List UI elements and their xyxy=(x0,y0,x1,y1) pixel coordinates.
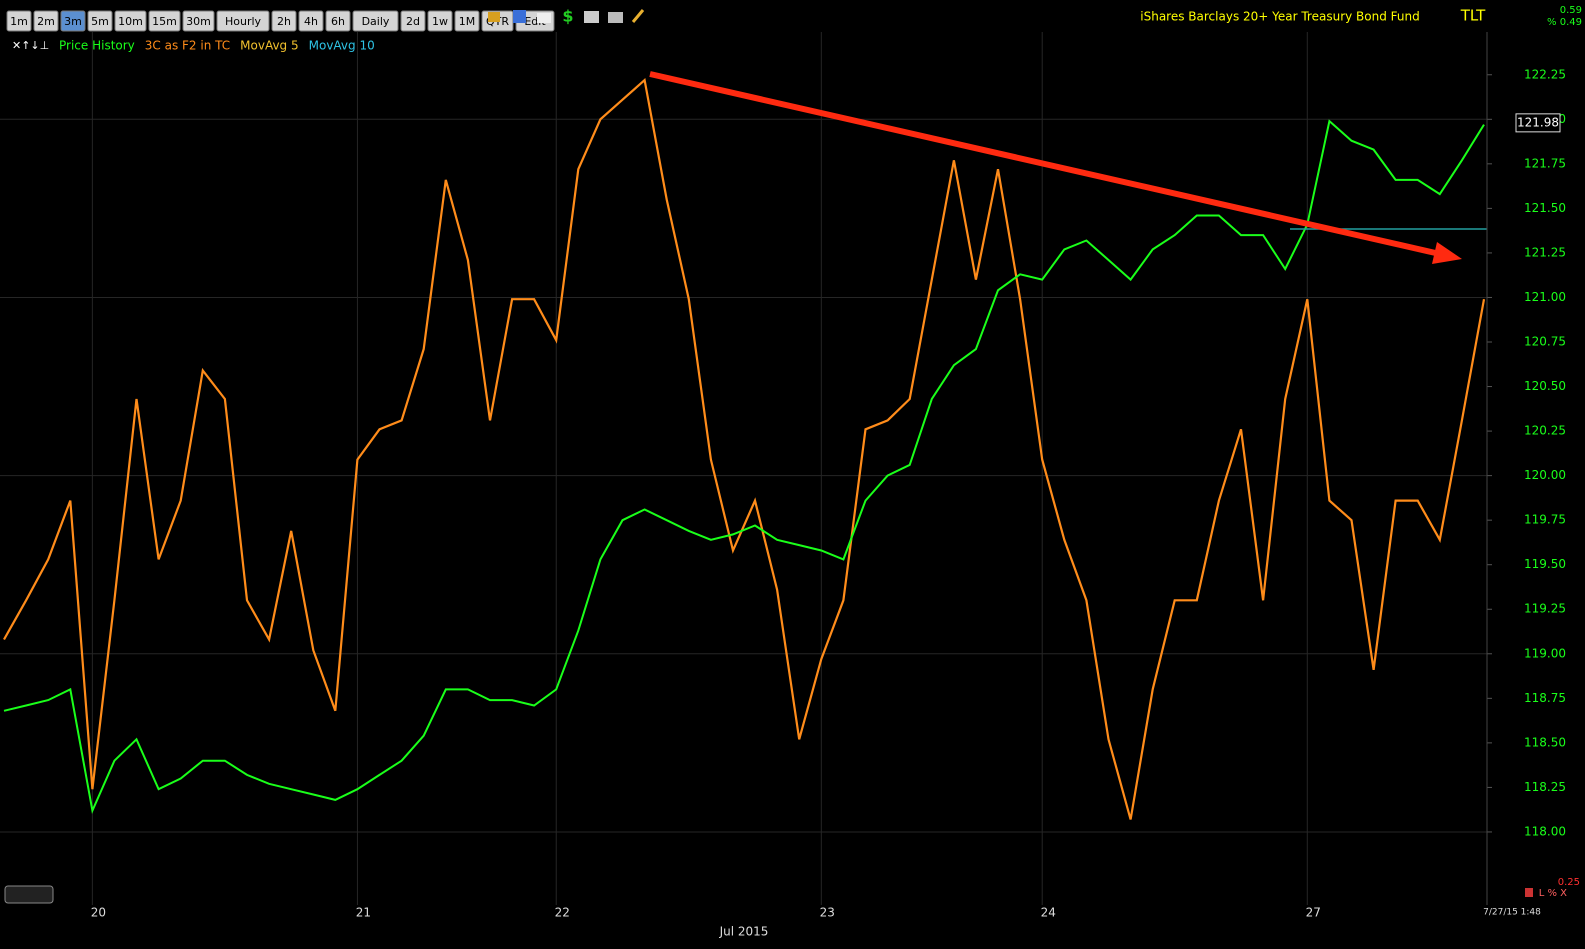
y-tick-label: 119.75 xyxy=(1524,513,1566,527)
toolbar-button-label[interactable]: 10m xyxy=(118,15,143,28)
y-tick-label: 121.75 xyxy=(1524,156,1566,170)
y-tick-label: 120.25 xyxy=(1524,424,1566,438)
toolbar-button[interactable] xyxy=(298,10,324,32)
y-tick-label: 119.50 xyxy=(1524,557,1566,571)
toolbar-button[interactable] xyxy=(182,10,215,32)
series-line xyxy=(3,119,1485,814)
x-axis-label: Jul 2015 xyxy=(719,925,769,939)
y-tick-label: 121.00 xyxy=(1524,290,1566,304)
x-tick-label: 24 xyxy=(1041,906,1056,920)
toolbar-button-label[interactable]: 6h xyxy=(331,15,345,28)
y-tick-label: 118.75 xyxy=(1524,691,1566,705)
y-tick-label: 120.75 xyxy=(1524,335,1566,349)
y-tick-label: 119.00 xyxy=(1524,646,1566,660)
corner-value: 0.25 xyxy=(1558,877,1580,888)
y-tick-label: 120.50 xyxy=(1524,379,1566,393)
toolbar-button[interactable] xyxy=(114,10,147,32)
table-icon[interactable] xyxy=(608,12,623,23)
toolbar-button[interactable] xyxy=(60,10,86,32)
corner-pct: % 0.49 xyxy=(1547,17,1582,28)
legend-entry: 3C as F2 in TC xyxy=(145,39,230,53)
y-tick-label: 118.50 xyxy=(1524,735,1566,749)
toolbar-button[interactable] xyxy=(352,10,399,32)
lock-icon[interactable] xyxy=(488,12,500,22)
toolbar-icons: $ xyxy=(488,7,645,26)
toolbar-button-label[interactable]: 15m xyxy=(152,15,177,28)
x-tick-label: 22 xyxy=(555,906,570,920)
toolbar-button-label[interactable]: 1w xyxy=(432,15,448,28)
legend-entry: MovAvg 10 xyxy=(309,39,375,53)
toolbar-button[interactable] xyxy=(271,10,297,32)
y-tick-label: 119.25 xyxy=(1524,602,1566,616)
mail-icon[interactable] xyxy=(537,13,551,23)
toolbar-button-label[interactable]: Daily xyxy=(362,15,390,28)
flag-icon xyxy=(1525,888,1533,897)
toolbar-button-label[interactable]: 2m xyxy=(37,15,55,28)
y-tick-label: 122.25 xyxy=(1524,67,1566,81)
grid: 118.00 118.25 118.50 118.75 119.00 119.25 119.… xyxy=(0,32,1566,920)
toolbar-button-label[interactable]: 30m xyxy=(186,15,211,28)
toolbar-button-label[interactable]: 1M xyxy=(459,15,476,28)
x-tick-label: 21 xyxy=(356,906,371,920)
chart-title: iShares Barclays 20+ Year Treasury Bond … xyxy=(1140,10,1419,24)
trend-arrow xyxy=(649,71,1462,264)
y-tick-label: 121.50 xyxy=(1524,201,1566,215)
toolbar-button[interactable] xyxy=(216,10,270,32)
print-icon[interactable] xyxy=(584,11,599,23)
last-price-label: 121.98 xyxy=(1517,115,1559,129)
legend-entry: MovAvg 5 xyxy=(240,39,298,53)
x-tick-label: 20 xyxy=(91,906,106,920)
toolbar-button[interactable] xyxy=(33,10,59,32)
x-tick-label: 23 xyxy=(820,906,835,920)
arrow-shaft xyxy=(649,71,1441,257)
pencil-icon[interactable] xyxy=(631,9,645,23)
toolbar-button[interactable] xyxy=(454,10,480,32)
toolbar-button[interactable] xyxy=(325,10,351,32)
legend-entry: Price History xyxy=(59,39,135,53)
corner-flags: L % X xyxy=(1539,888,1567,899)
corner-value: 0.59 xyxy=(1560,5,1582,16)
toolbar-button-label[interactable]: 4h xyxy=(304,15,318,28)
save-icon[interactable] xyxy=(513,10,526,23)
toolbar-button-label[interactable]: Hourly xyxy=(225,15,262,28)
toolbar-button[interactable] xyxy=(400,10,426,32)
toolbar-button[interactable] xyxy=(87,10,113,32)
plot xyxy=(3,77,1486,820)
y-tick-label: 118.25 xyxy=(1524,780,1566,794)
symbol: TLT xyxy=(1460,7,1486,25)
legend: Price History 3C as F2 in TC MovAvg 5 MovAv… xyxy=(59,39,375,53)
dollar-icon[interactable]: $ xyxy=(562,7,573,26)
y-tick-label: 118.00 xyxy=(1524,824,1566,838)
last-price-box xyxy=(1515,113,1561,133)
toolbar-button[interactable] xyxy=(427,10,453,32)
y-tick-label: 121.25 xyxy=(1524,245,1566,259)
timestamp: 7/27/15 1:48 xyxy=(1483,908,1541,918)
scroll-thumb[interactable] xyxy=(4,885,54,904)
legend-icons[interactable]: ✕↑↓⊥ xyxy=(12,39,49,52)
toolbar-button-label[interactable]: 2d xyxy=(406,15,420,28)
toolbar: 1m 2m 3m 5m 10m 15m 30m Hourly 2h 4h 6h Daily 2d 1w 1M… xyxy=(6,10,555,32)
arrow-head xyxy=(1432,242,1462,264)
series-line xyxy=(3,77,1486,820)
toolbar-button[interactable] xyxy=(6,10,32,32)
toolbar-button-label[interactable]: 3m xyxy=(64,15,82,28)
toolbar-button[interactable] xyxy=(148,10,181,32)
y-tick-label: 120.00 xyxy=(1524,468,1566,482)
x-tick-label: 27 xyxy=(1306,906,1321,920)
toolbar-button-label[interactable]: 5m xyxy=(91,15,109,28)
toolbar-button-label[interactable]: 2h xyxy=(277,15,291,28)
toolbar-button-label[interactable]: 1m xyxy=(10,15,28,28)
